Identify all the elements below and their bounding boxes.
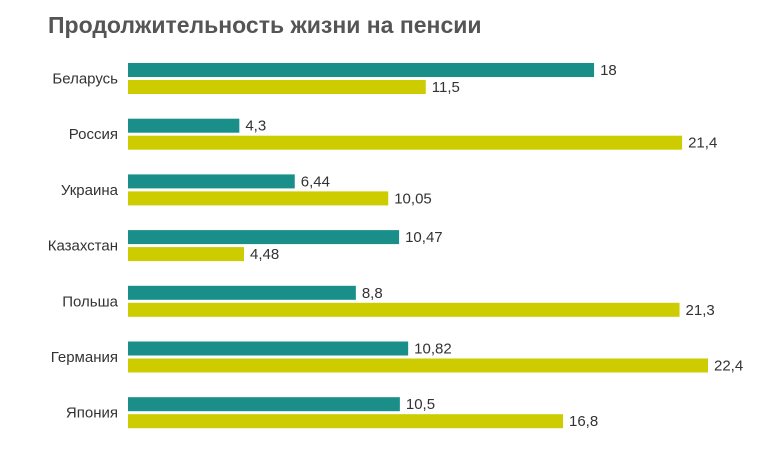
- value-label-series1-cat-1: 4,3: [245, 118, 266, 135]
- category-label-cat-1: Россия: [69, 126, 118, 143]
- bar-series2-cat-4: [128, 302, 680, 317]
- value-label-series1-cat-3: 10,47: [405, 229, 443, 246]
- value-label-series2-cat-4: 21,3: [686, 302, 715, 319]
- bar-series2-cat-0: [128, 80, 426, 94]
- bar-series1-cat-5: [128, 341, 409, 356]
- category-label-cat-3: Казахстан: [48, 238, 118, 255]
- bar-series1-cat-0: [128, 63, 595, 77]
- bar-series2-cat-3: [128, 247, 244, 262]
- value-label-series2-cat-0: 11,5: [432, 79, 460, 96]
- value-label-series2-cat-3: 4,48: [250, 246, 279, 263]
- bar-series2-cat-1: [128, 135, 683, 150]
- category-label-cat-0: Беларусь: [52, 71, 118, 88]
- bar-series1-cat-3: [128, 230, 400, 245]
- value-label-series1-cat-5: 10,82: [414, 341, 452, 358]
- value-label-series1-cat-0: 18: [600, 62, 617, 79]
- category-label-cat-6: Япония: [66, 405, 118, 422]
- category-label-cat-4: Польша: [62, 293, 118, 310]
- value-label-series1-cat-4: 8,8: [362, 285, 383, 302]
- bar-series2-cat-5: [128, 358, 708, 373]
- value-label-series2-cat-1: 21,4: [688, 135, 717, 152]
- bar-series1-cat-6: [128, 397, 400, 412]
- value-label-series2-cat-6: 16,8: [569, 413, 598, 430]
- bar-series2-cat-2: [128, 191, 389, 206]
- chart-title: Продолжительность жизни на пенсии: [48, 12, 482, 38]
- value-label-series1-cat-2: 6,44: [301, 173, 330, 190]
- bar-series1-cat-4: [128, 285, 356, 300]
- value-label-series1-cat-6: 10,5: [406, 396, 435, 413]
- value-label-series2-cat-5: 22,4: [714, 358, 743, 375]
- bar-series1-cat-1: [128, 118, 240, 133]
- bar-series2-cat-6: [128, 414, 563, 429]
- category-label-cat-2: Украина: [61, 182, 119, 199]
- bar-series1-cat-2: [128, 174, 295, 189]
- value-label-series2-cat-2: 10,05: [394, 190, 432, 207]
- category-label-cat-5: Германия: [51, 349, 118, 366]
